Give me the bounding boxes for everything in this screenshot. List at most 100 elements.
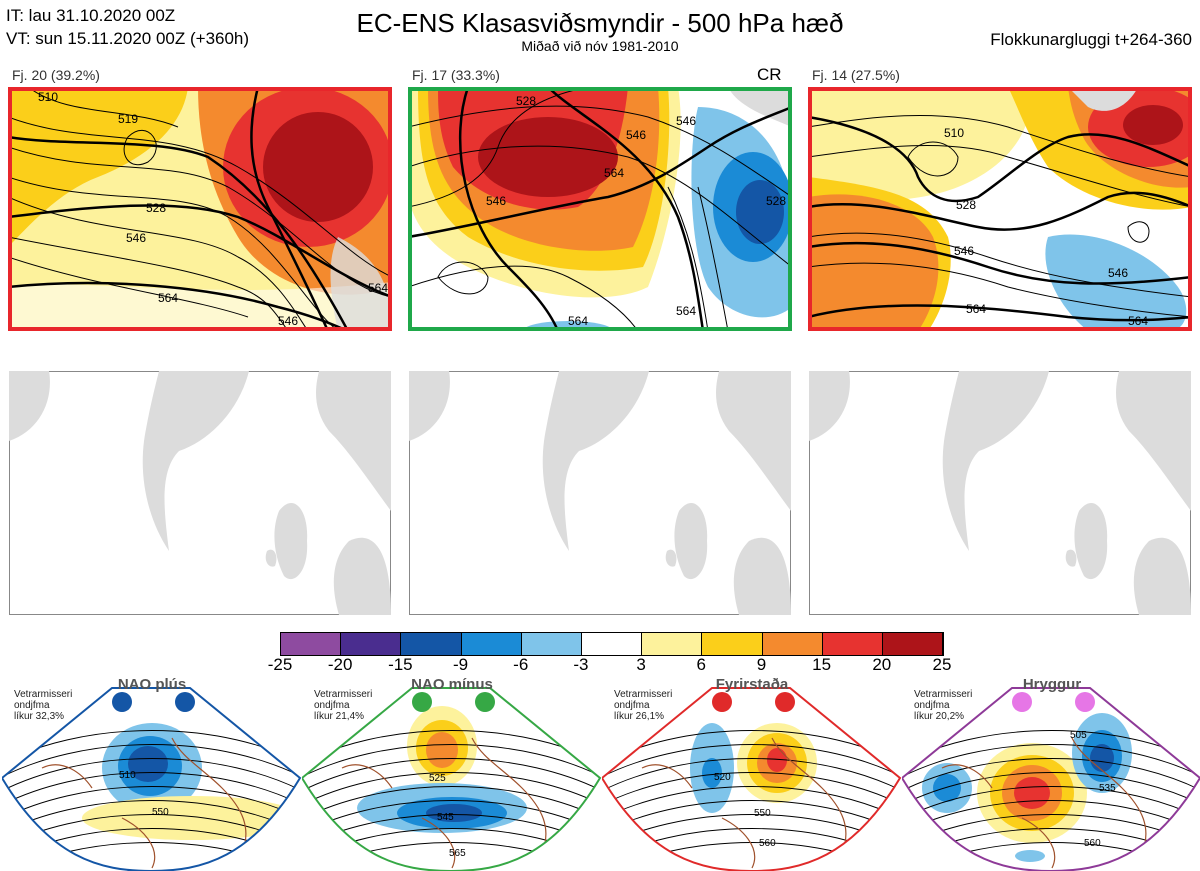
colorbar-segment (341, 633, 402, 655)
regime-probability: Vetrarmisseri ondjfma líkur 21,4% (314, 689, 373, 722)
regime-contour-label: 560 (759, 838, 776, 849)
colorbar-segment (461, 633, 522, 655)
page-title: EC-ENS Klasasviðsmyndir - 500 hPa hæð (356, 8, 844, 38)
coastline (641, 737, 847, 869)
regime-contour-label: 550 (152, 807, 169, 818)
panel-1-contour-label: 546 (126, 231, 146, 245)
panel-3-map: 510 528 546 564 546 564 (808, 87, 1192, 331)
height-contour (2, 786, 300, 825)
panel-3-border (808, 87, 1192, 331)
regime-marker (1075, 692, 1095, 712)
anomaly-shading (1090, 744, 1114, 772)
height-contour (602, 758, 900, 797)
regime-marker (775, 692, 795, 712)
panel-2-contour-label: 528 (516, 94, 536, 108)
regime-contour-label: 525 (429, 773, 446, 784)
height-contour (602, 772, 900, 811)
panel-3-contour-label: 546 (1108, 266, 1128, 280)
regime-panel: 505 535 560 (902, 687, 1200, 871)
regime-panel: 520 550 560 (602, 687, 902, 871)
regime-contour-label: 535 (1099, 783, 1116, 794)
colorbar-tick-label: 15 (812, 655, 832, 674)
header-info: IT: lau 31.10.2020 00Z VT: sun 15.11.202… (6, 4, 249, 50)
colorbar-segment (401, 633, 462, 655)
height-contour (302, 786, 600, 825)
colorbar-ticks: -25 -20 -15 -9 -6 -3 3 6 9 15 20 25 (268, 655, 952, 677)
panel-2-contour-label: 564 (604, 166, 624, 180)
regime-contour-label: 545 (437, 812, 454, 823)
colorbar-tick-label: -15 (388, 655, 413, 674)
regime-marker (112, 692, 132, 712)
colorbar-segment (521, 633, 582, 655)
regime-contour-label: 505 (1070, 730, 1087, 741)
colorbar-tick-label: -9 (452, 655, 469, 674)
regime-probability: Vetrarmisseri ondjfma líkur 26,1% (614, 689, 673, 722)
anomaly-shading (426, 804, 482, 822)
panel-2-map: 528 546 564 546 528 546 564 564 (408, 87, 792, 331)
panel-1-contour-label: 546 (278, 314, 298, 328)
panel-1-blank-map (9, 371, 391, 615)
height-contour (2, 758, 300, 797)
panel-1-label: Fj. 20 (39.2%) (12, 67, 100, 83)
regime-probability: Vetrarmisseri ondjfma líkur 32,3% (14, 689, 73, 722)
panel-1-map: 510 519 528 546 564 546 564 (8, 87, 392, 331)
panel-3-contour-label: 528 (956, 198, 976, 212)
colorbar-segment (762, 633, 823, 655)
panel-2-contour-label: 546 (676, 114, 696, 128)
panel-3-label: Fj. 14 (27.5%) (812, 67, 900, 83)
panel-2-contour-label: 546 (626, 128, 646, 142)
panel-1-border (8, 87, 392, 331)
panel-1-contour-label: 564 (158, 291, 178, 305)
colorbar-tick-label: 3 (636, 655, 646, 674)
anomaly-shading (702, 758, 722, 788)
panel-3-contour-label: 510 (944, 126, 964, 140)
colorbar-segment (702, 633, 763, 655)
colorbar-segment (581, 633, 643, 655)
height-contour (2, 744, 300, 783)
height-contour (902, 786, 1200, 825)
colorbar-tick-label: 6 (696, 655, 706, 674)
colorbar-tick-label: 9 (756, 655, 767, 674)
regime-marker (712, 692, 732, 712)
anomaly-shading (1015, 850, 1045, 862)
panel-2-contour-label: 546 (486, 194, 506, 208)
anomaly-shading (933, 774, 961, 802)
height-contour (302, 772, 600, 811)
regime-marker (175, 692, 195, 712)
regime-contour-label: 560 (1084, 838, 1101, 849)
height-contour (902, 842, 1200, 871)
height-contour (902, 772, 1200, 811)
anomaly-shading (1014, 777, 1050, 809)
regime-contour-label: 510 (119, 770, 136, 781)
panel-1-contour-label: 564 (368, 281, 388, 295)
coastline (941, 737, 1147, 869)
valid-time: VT: sun 15.11.2020 00Z (+360h) (6, 29, 250, 48)
panel-2-contour-label: 564 (676, 304, 696, 318)
panel-2-border (408, 87, 792, 331)
page-subtitle: Miðað við nóv 1981-2010 (521, 38, 679, 54)
regime-panel: 510 550 (2, 687, 302, 871)
colorbar-segment (642, 633, 703, 655)
colorbar-tick-label: 20 (872, 655, 892, 674)
height-contour (902, 758, 1200, 797)
height-contour (302, 758, 600, 797)
colorbar-segment (281, 633, 342, 655)
panel-3-contour-label: 564 (966, 302, 986, 316)
initial-time: IT: lau 31.10.2020 00Z (6, 6, 176, 25)
colorbar-tick-label: -25 (267, 655, 293, 674)
panel-3-contour-label: 546 (954, 244, 974, 258)
regime-name: NAO plús (117, 676, 187, 693)
colorbar-tick-label: -6 (513, 655, 529, 674)
regime-panel: 525 545 565 (302, 687, 602, 871)
coastline (41, 737, 247, 869)
colorbar-tick-label: -20 (327, 655, 353, 674)
panel-1-contour-label: 528 (146, 201, 166, 215)
regime-marker (475, 692, 495, 712)
panel-2-contour-label: 564 (568, 314, 588, 328)
colorbar-tick-label: -3 (573, 655, 589, 674)
colorbar-tick-label: 25 (932, 655, 952, 674)
regime-marker (412, 692, 432, 712)
regime-name: Hryggur (1022, 676, 1082, 693)
height-contour (302, 744, 600, 783)
colorbar-segment (822, 633, 883, 655)
